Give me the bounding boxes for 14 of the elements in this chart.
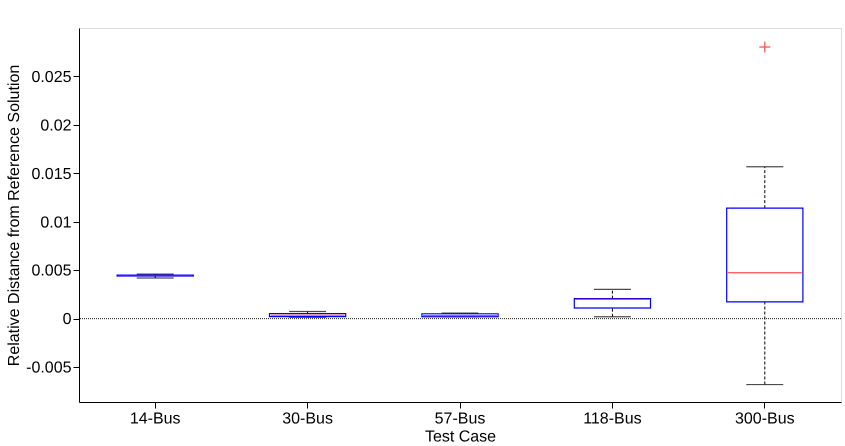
y-tick-label: 0.02: [40, 117, 72, 134]
x-tick-label: 57-Bus: [434, 410, 486, 428]
y-tick-label: -0.005: [26, 360, 72, 377]
y-axis-title: Relative Distance from Reference Solution: [6, 64, 24, 366]
y-tick-label: 0.005: [31, 262, 72, 280]
y-tick-label: 0.015: [31, 166, 72, 183]
y-tick-label: 0.01: [40, 214, 72, 232]
x-tick-label: 30-Bus: [282, 410, 333, 428]
x-tick-label: 14-Bus: [130, 410, 181, 428]
x-tick-label: 118-Bus: [583, 410, 642, 428]
y-tick-label: 0: [62, 311, 72, 328]
y-tick-label: 0.025: [31, 68, 72, 86]
x-axis-title: Test Case: [424, 428, 496, 446]
x-tick-label: 300-Bus: [735, 410, 795, 428]
